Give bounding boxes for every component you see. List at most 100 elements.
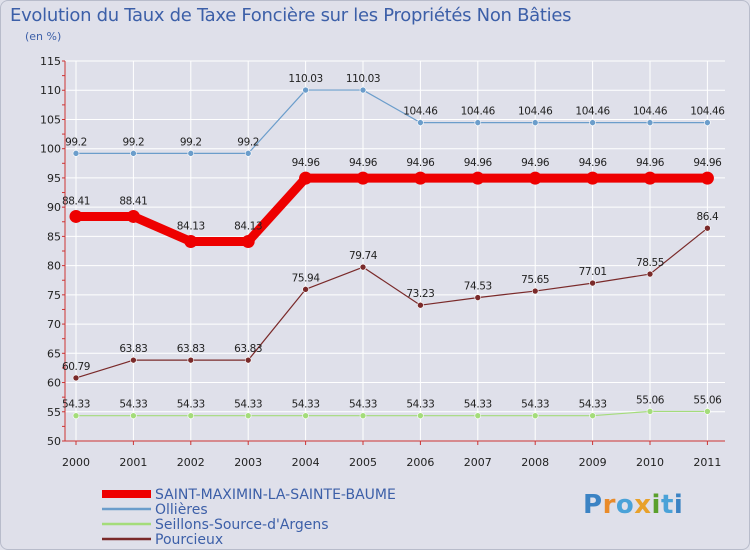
y-tick-label: 70 [47,318,61,331]
y-tick-label: 85 [47,230,61,243]
x-tick-label: 2007 [464,456,492,469]
legend-label: Seillons-Source-d'Argens [155,517,329,533]
data-point [356,171,370,185]
logo-letter: x [634,490,652,520]
data-label: 84.13 [234,220,262,232]
legend-label: SAINT-MAXIMIN-LA-SAINTE-BAUME [155,487,396,503]
series-line-1 [75,89,709,154]
data-label: 104.46 [633,106,668,118]
data-point [130,412,137,419]
x-tick-label: 2005 [349,456,377,469]
y-tick-label: 60 [47,377,61,390]
data-point [474,412,482,419]
data-point [299,171,313,185]
data-point [413,171,427,185]
data-label: 86.4 [697,211,719,223]
data-label: 54.33 [292,399,320,411]
data-point [700,171,714,185]
proxiti-logo: Proxiti [583,490,683,520]
logo-letter: t [660,490,674,520]
data-point [531,412,539,419]
data-point [244,150,252,157]
logo-letter: i [651,490,661,520]
data-label: 88.41 [119,195,147,207]
data-point [69,209,83,223]
data-point [646,270,654,278]
logo-letter: r [602,490,616,520]
data-point [72,374,80,382]
data-point [187,412,195,419]
data-label: 54.33 [406,399,434,411]
data-point [359,412,367,419]
plot-area [65,61,725,441]
data-label: 99.2 [123,136,145,148]
data-label: 94.96 [521,157,550,169]
data-point [474,294,482,301]
data-point [187,356,195,364]
data-label: 54.33 [521,399,549,411]
data-label: 63.83 [119,343,147,355]
data-point [586,171,600,185]
x-tick-label: 2003 [234,456,262,469]
data-label: 63.83 [234,343,262,355]
x-tick-label: 2001 [119,456,147,469]
data-label: 54.33 [177,399,205,411]
x-tick-label: 2002 [177,456,205,469]
data-point [130,150,137,157]
data-point [244,412,252,419]
data-point [126,209,140,223]
data-label: 110.03 [288,73,322,85]
data-label: 74.53 [464,281,492,293]
x-tick-label: 2004 [292,456,320,469]
logo-letter: P [583,490,603,520]
data-label: 104.46 [690,106,725,118]
data-label: 75.65 [521,274,549,286]
data-label: 99.2 [180,136,202,148]
data-point [184,234,198,248]
data-point [643,171,657,185]
data-point [531,119,539,126]
data-label: 75.94 [292,272,321,284]
series-line-0 [71,173,712,246]
data-label: 94.96 [349,157,378,169]
data-label: 84.13 [177,220,205,232]
data-point [130,356,137,364]
data-point [302,412,309,419]
data-label: 99.2 [237,136,259,148]
data-label: 94.96 [579,157,608,169]
y-tick-label: 105 [40,113,61,126]
legend-label: Pourcieux [155,532,223,548]
data-label: 54.33 [349,399,377,411]
data-label: 54.33 [579,399,607,411]
data-label: 78.55 [636,257,664,269]
x-tick-label: 2010 [636,456,664,469]
data-point [704,408,711,415]
series-line-3 [75,227,709,379]
data-point [241,234,255,248]
y-tick-label: 95 [47,172,61,185]
data-label: 88.41 [62,195,90,207]
data-point [359,263,367,271]
data-point [589,279,596,287]
data-point [528,171,542,185]
y-tick-label: 100 [40,143,61,156]
data-label: 94.96 [292,157,321,169]
data-point [474,119,482,126]
y-tick-label: 55 [47,406,61,419]
data-point [417,301,424,309]
data-label: 104.46 [575,106,610,118]
data-label: 104.46 [461,106,496,118]
data-point [417,412,424,419]
data-point [704,224,711,232]
x-tick-label: 2009 [579,456,607,469]
data-label: 110.03 [346,73,380,85]
data-point [471,171,485,185]
data-label: 54.33 [464,399,492,411]
data-label: 63.83 [177,343,205,355]
x-tick-label: 2006 [406,456,434,469]
data-label: 104.46 [518,106,553,118]
data-point [646,408,654,415]
series-line-2 [75,410,709,417]
